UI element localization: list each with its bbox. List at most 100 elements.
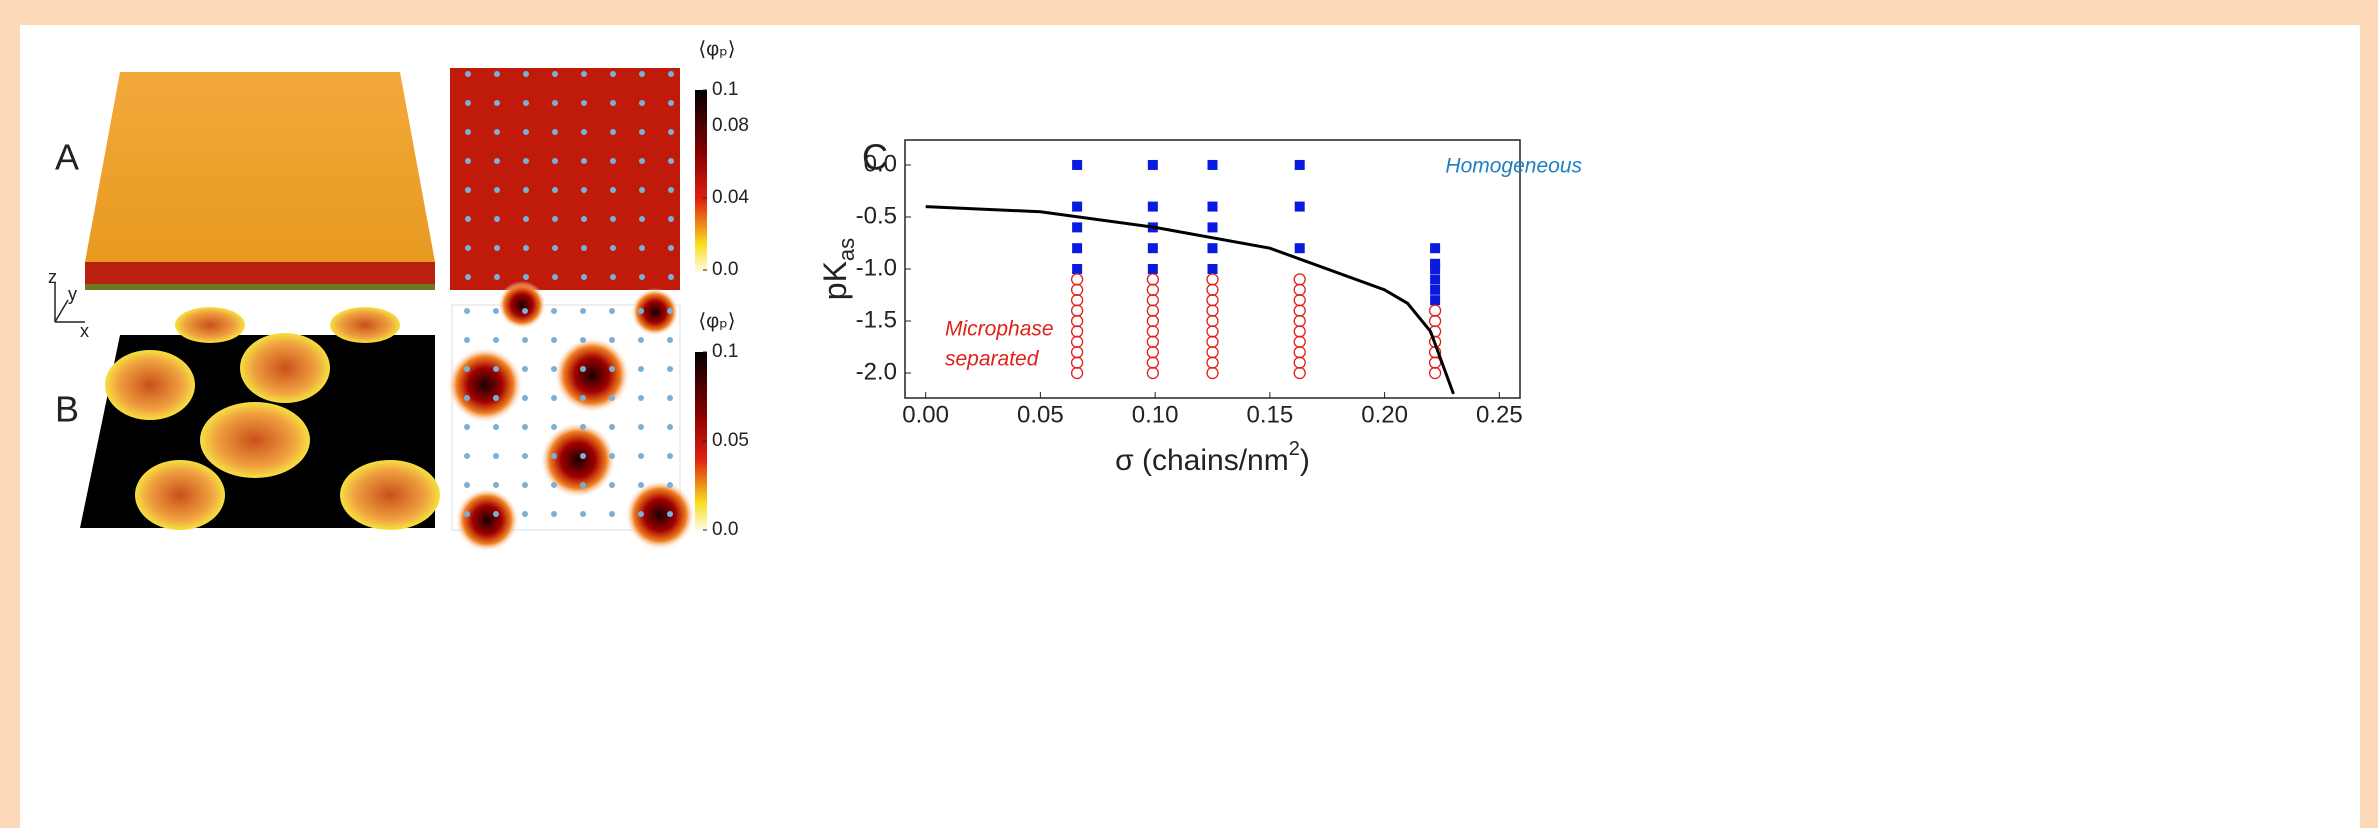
lattice-dot (581, 100, 587, 106)
annotation: separated (945, 348, 1040, 371)
lattice-dot (610, 100, 616, 106)
y-axis-label: pKas (817, 238, 858, 300)
lattice-dot (639, 100, 645, 106)
lattice-dot (638, 424, 644, 430)
y-tick-label: -0.5 (856, 202, 897, 229)
x-tick-label: 0.25 (1476, 401, 1523, 428)
lattice-dot (493, 482, 499, 488)
heatmap-a-dots (465, 71, 674, 280)
lattice-dot (522, 424, 528, 430)
lattice-dot (609, 453, 615, 459)
lattice-dot (494, 129, 500, 135)
lattice-dot (493, 511, 499, 517)
lattice-dot (522, 511, 528, 517)
colorbar-title: ⟨φₚ⟩ (698, 310, 735, 332)
lattice-dot (465, 274, 471, 280)
lattice-dot (552, 71, 558, 77)
lattice-dot (522, 337, 528, 343)
lattice-dot (493, 424, 499, 430)
lattice-dot (610, 158, 616, 164)
square-marker (1430, 258, 1441, 269)
lattice-dot (552, 274, 558, 280)
square-marker (1072, 243, 1083, 254)
lattice-dot (668, 158, 674, 164)
lattice-dot (609, 308, 615, 314)
lattice-dot (609, 366, 615, 372)
slab-a-base (85, 284, 435, 290)
square-marker (1430, 274, 1441, 285)
x-axis-label-part: σ (chains/nm (1115, 444, 1289, 477)
lattice-dot (581, 158, 587, 164)
circle-marker (1428, 366, 1442, 380)
lattice-dot (609, 511, 615, 517)
lattice-dot (639, 187, 645, 193)
lattice-dot (609, 482, 615, 488)
circle-marker (1206, 366, 1219, 380)
lattice-dot (464, 424, 470, 430)
square-marker (1294, 201, 1305, 212)
lattice-dot (552, 129, 558, 135)
lattice-dot (580, 424, 586, 430)
lattice-dot (464, 511, 470, 517)
lattice-dot (494, 71, 500, 77)
square-marker (1430, 264, 1441, 274)
lattice-dot (552, 216, 558, 222)
axes-glyph (54, 282, 85, 323)
y-tick-label: -1.5 (856, 306, 897, 333)
lattice-dot (465, 100, 471, 106)
lattice-dot (523, 245, 529, 251)
lattice-dot (465, 216, 471, 222)
lattice-dot (667, 337, 673, 343)
lattice-dot (493, 308, 499, 314)
lattice-dot (609, 337, 615, 343)
lattice-dot (493, 453, 499, 459)
lattice-dot (551, 366, 557, 372)
lattice-dot (551, 424, 557, 430)
lattice-dot (464, 366, 470, 372)
lattice-dot (465, 245, 471, 251)
lattice-dot (522, 395, 528, 401)
colorbar-tick-label: 0.08 (712, 115, 749, 136)
x-axis-label: σ (chains/nm2) (1115, 438, 1310, 477)
lattice-dot (610, 216, 616, 222)
heatmap-b-blobs (447, 281, 695, 552)
heatmap-b-dots (464, 308, 673, 517)
lattice-dot (494, 245, 500, 251)
x-tick-label: 0.15 (1247, 401, 1294, 428)
square-marker (1147, 201, 1158, 212)
y-tick-label: -1.0 (856, 254, 897, 281)
lattice-dot (494, 274, 500, 280)
lattice-dot (581, 187, 587, 193)
lattice-dot (639, 129, 645, 135)
lattice-dot (580, 395, 586, 401)
lattice-dot (493, 395, 499, 401)
lattice-dot (668, 100, 674, 106)
lattice-dot (667, 395, 673, 401)
boundary-line (925, 205, 1455, 395)
annotation: Microphase (945, 318, 1054, 341)
lattice-dot (523, 71, 529, 77)
lattice-dot (638, 453, 644, 459)
lattice-dot (667, 424, 673, 430)
square-marker (1207, 243, 1218, 254)
x-tick-label: 0.05 (1017, 401, 1064, 428)
y-axis-label-main: pK (817, 261, 853, 300)
lattice-dot (494, 158, 500, 164)
lattice-dot (494, 216, 500, 222)
lattice-dot (610, 71, 616, 77)
lattice-dot (522, 482, 528, 488)
square-marker (1430, 243, 1441, 254)
axis-glyph-label: y (68, 284, 77, 304)
lattice-dot (638, 366, 644, 372)
lattice-dot (581, 216, 587, 222)
colorbar-tick-label: 0.0 (712, 259, 738, 280)
lattice-dot (580, 308, 586, 314)
lattice-dot (668, 129, 674, 135)
colorbar-tick-label: 0.1 (712, 79, 738, 100)
lattice-dot (638, 482, 644, 488)
lattice-dot (523, 274, 529, 280)
lattice-dot (667, 366, 673, 372)
lattice-dot (668, 274, 674, 280)
lattice-dot (580, 366, 586, 372)
lattice-dot (609, 395, 615, 401)
